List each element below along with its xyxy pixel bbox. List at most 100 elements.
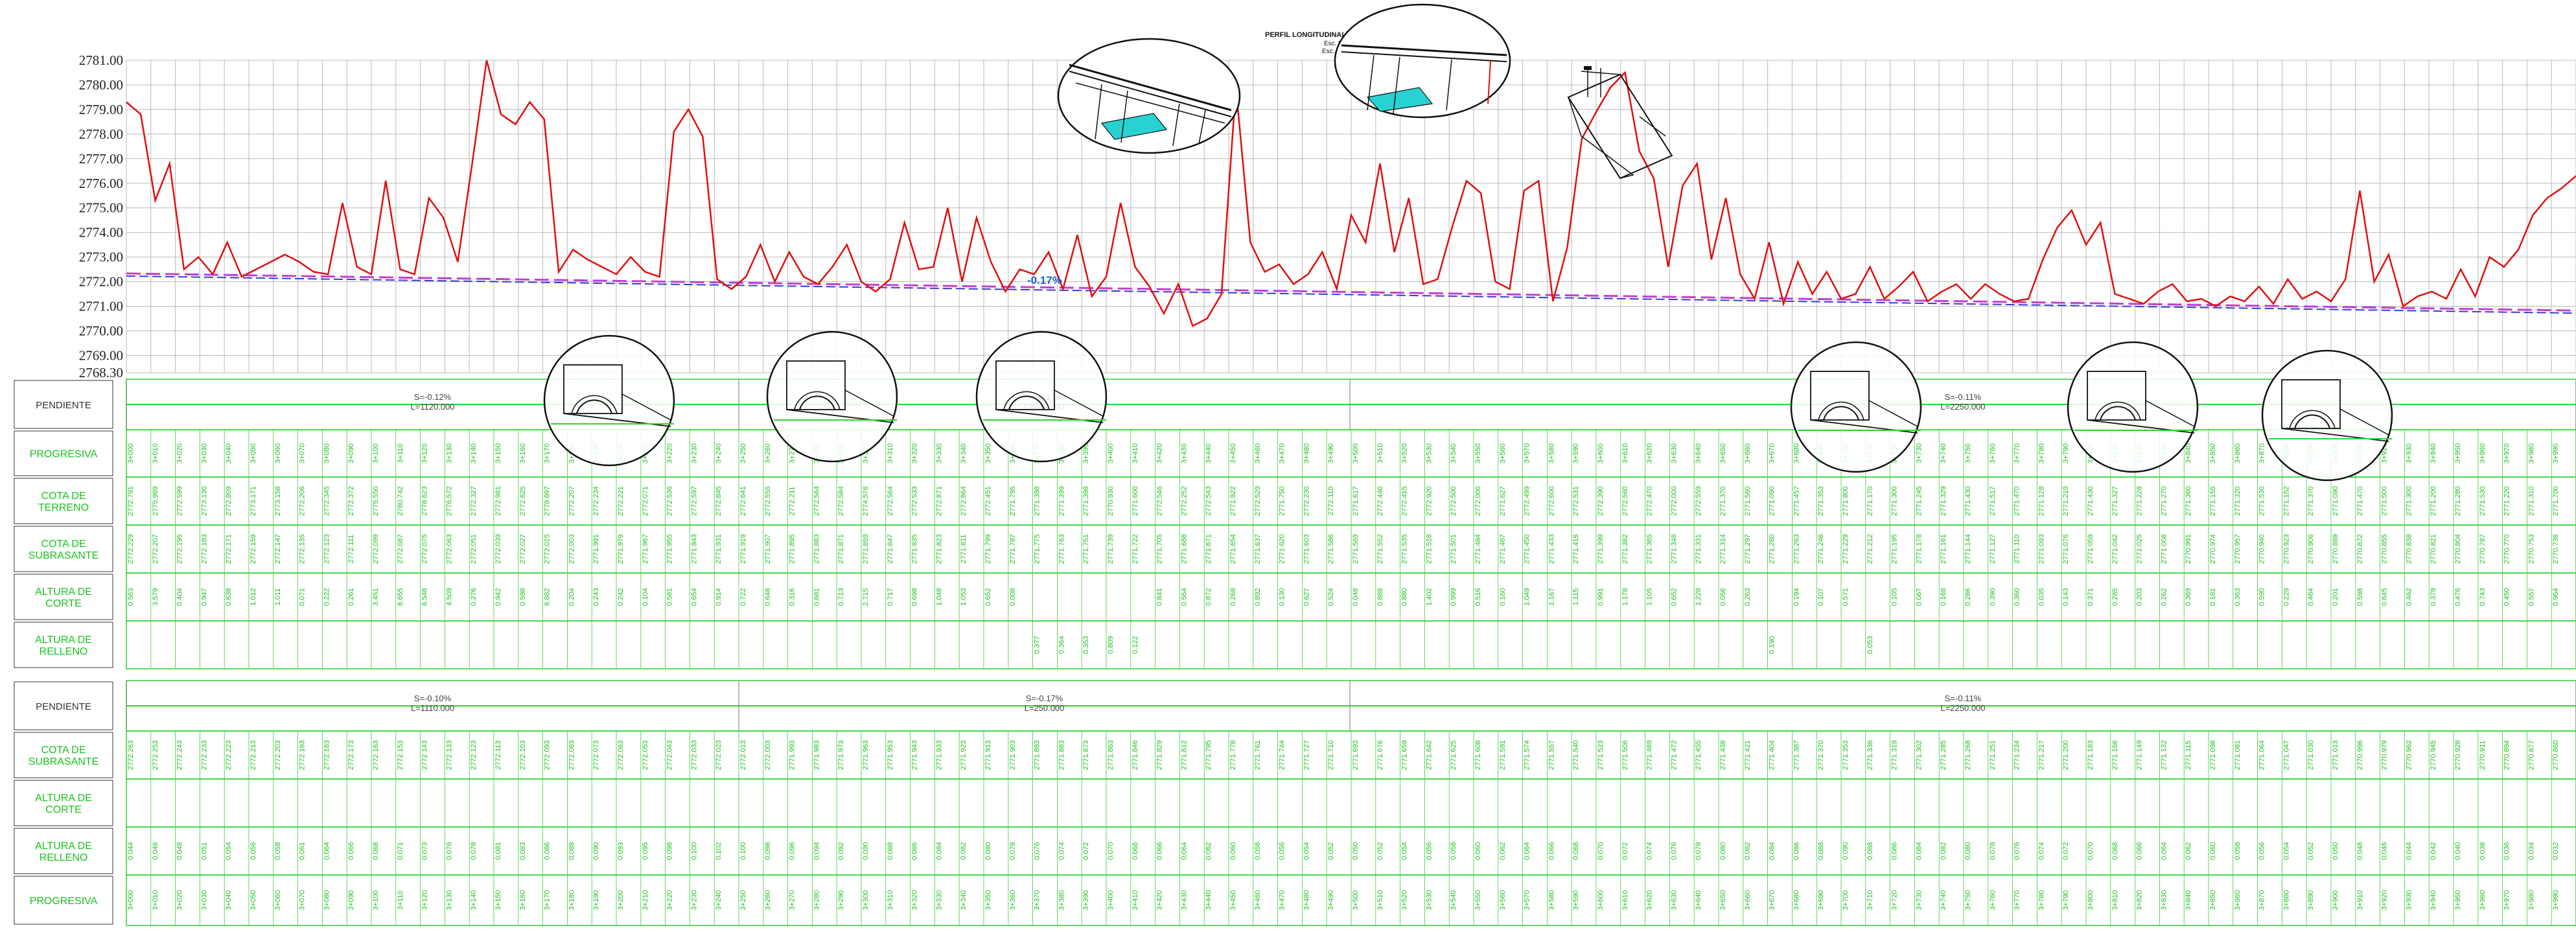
altura-relleno-b-value: 0.044 xyxy=(2405,842,2413,860)
progresiva-value: 3+620 xyxy=(1646,443,1654,463)
altura-relleno-b-value: 0.050 xyxy=(2332,842,2339,860)
cota-subrasante-value: 2770.855 xyxy=(2381,534,2389,564)
cota-subrasante-b-value: 2771.574 xyxy=(1524,740,1531,770)
cota-subrasante-b-value: 2772.083 xyxy=(568,740,575,770)
cota-terreno-value: 2772.533 xyxy=(911,486,919,516)
altura-relleno-b-value: 0.092 xyxy=(837,842,845,860)
cota-subrasante-b-value: 2772.063 xyxy=(617,740,625,770)
altura-relleno-value: 0.190 xyxy=(1769,636,1776,654)
cota-terreno-value: 2772.597 xyxy=(690,486,698,516)
cota-terreno-value: 2771.245 xyxy=(1915,486,1923,516)
altura-corte-value: 0.598 xyxy=(2356,588,2364,606)
cota-subrasante-value: 2772.229 xyxy=(127,534,135,564)
cota-subrasante-value: 2771.433 xyxy=(1548,534,1555,564)
cota-subrasante-value: 2771.110 xyxy=(2013,534,2021,563)
altura-corte-value: 0.892 xyxy=(1254,588,1262,606)
altura-relleno-b-value: 0.098 xyxy=(666,842,674,860)
cota-subrasante-value: 2771.348 xyxy=(1670,534,1678,564)
progresiva-label-box xyxy=(14,430,113,476)
cota-subrasante-value: 2772.075 xyxy=(421,534,429,564)
cota-subrasante-b-value: 2771.268 xyxy=(1964,740,1972,770)
altura-relleno-b-value: 0.052 xyxy=(1376,842,1384,860)
progresiva-b-value: 3+940 xyxy=(2430,891,2437,911)
cota-subrasante-value: 2772.099 xyxy=(372,534,380,564)
progresiva-b-value: 3+910 xyxy=(2356,891,2364,911)
progresiva-b-value: 3+810 xyxy=(2111,891,2119,911)
altura-corte-value: 0.717 xyxy=(887,588,894,606)
elevation-tick-label: 2781.00 xyxy=(79,52,123,68)
altura-corte-value: 0.276 xyxy=(470,588,478,606)
altura-corte-value: 0.363 xyxy=(2234,588,2242,606)
progresiva-b-value: 3+230 xyxy=(690,891,698,911)
cota-subrasante-b-value: 2772.213 xyxy=(249,740,257,770)
cota-subrasante-value: 2771.871 xyxy=(837,534,845,564)
progresiva-value: 3+530 xyxy=(1425,443,1433,463)
altura-relleno-b-value: 0.095 xyxy=(642,842,649,860)
cota-subrasante-b-value: 2771.591 xyxy=(1499,740,1507,770)
progresiva-value: 3+750 xyxy=(1964,443,1972,463)
cota-terreno-value: 2771.750 xyxy=(1279,486,1286,516)
cota-terreno-value: 2771.600 xyxy=(1131,486,1139,516)
cota-subrasante-b-value: 2771.812 xyxy=(1180,740,1188,770)
pendiente-bottom-length: L=2250.000 xyxy=(1940,703,1985,713)
altura-relleno-b-value: 0.090 xyxy=(592,842,600,860)
cota-terreno-value: 2775.550 xyxy=(372,486,380,516)
cota-terreno-value: 2772.536 xyxy=(666,486,674,516)
altura-corte-value: 1.011 xyxy=(274,588,282,606)
progresiva-b-value: 3+410 xyxy=(1131,891,1139,911)
cota-subrasante-b-value: 2772.043 xyxy=(666,740,674,770)
cota-subrasante-b-value: 2771.778 xyxy=(1229,740,1237,770)
altura-relleno-b-value: 0.073 xyxy=(421,842,429,860)
cota-subrasante-value: 2770.940 xyxy=(2258,534,2266,564)
progresiva-value: 3+080 xyxy=(323,443,331,463)
cota-terreno-value: 2771.370 xyxy=(1719,486,1727,516)
cota-subrasante-b-value: 2771.608 xyxy=(1474,740,1482,770)
progresiva-value: 3+430 xyxy=(1180,443,1188,463)
cota-terreno-value: 2772.415 xyxy=(1401,486,1409,516)
progresiva-b-value: 3+950 xyxy=(2454,891,2462,911)
structure-3d-sketch xyxy=(1567,66,1673,180)
altura-corte-value: 1.053 xyxy=(960,588,968,606)
progresiva-b-value: 3+050 xyxy=(249,891,257,911)
cota-subrasante-value: 2771.161 xyxy=(1940,534,1947,564)
altura-relleno-b-value: 0.046 xyxy=(152,842,159,860)
cota-subrasante-value: 2771.671 xyxy=(1205,534,1213,564)
altura-relleno-b-value: 0.078 xyxy=(1695,842,1702,860)
cota-subrasante-b-value: 2772.223 xyxy=(225,740,233,770)
progresiva-b-value: 3+100 xyxy=(372,891,380,911)
cota-terreno-value: 2772.546 xyxy=(1156,486,1164,516)
progresiva-b-value: 3+920 xyxy=(2381,891,2389,911)
cota-subrasante-value: 2770.957 xyxy=(2234,534,2242,564)
altura-relleno-b-value: 0.070 xyxy=(2087,842,2094,860)
progresiva-b-value: 3+360 xyxy=(1009,891,1017,911)
progresiva-b-value: 3+300 xyxy=(862,891,870,911)
progresiva-value: 3+010 xyxy=(152,443,159,463)
altura-corte-value: 0.379 xyxy=(2430,588,2437,606)
cota-subrasante-b-value: 2771.710 xyxy=(1327,740,1335,770)
culvert-detail-circle xyxy=(766,331,898,463)
cota-terreno-value: 2772.584 xyxy=(837,486,845,516)
progresiva-value: 3+410 xyxy=(1131,443,1139,463)
cota-terreno-value: 2771.922 xyxy=(1229,486,1237,516)
cota-subrasante-value: 2770.974 xyxy=(2209,534,2217,564)
cota-terreno-value: 2772.845 xyxy=(715,486,723,516)
pendiente-top-length: L=2250.000 xyxy=(1940,402,1985,412)
progresiva-b-value: 3+040 xyxy=(225,891,233,911)
culvert-detail-circle xyxy=(1790,341,1922,473)
altura-relleno-b-value: 0.064 xyxy=(2160,842,2168,860)
altura-corte-value: 0.242 xyxy=(617,588,625,606)
altura-corte-value: 0.652 xyxy=(984,588,992,606)
altura-corte-value: 3.579 xyxy=(152,588,159,606)
altura-corte-value: 0.371 xyxy=(2087,588,2094,606)
cota-terreno-value: 2772.252 xyxy=(1180,486,1188,516)
altura-relleno-b-value: 0.068 xyxy=(1572,842,1580,860)
cota-terreno-value: 2771.228 xyxy=(2136,486,2144,516)
pendiente-label: PENDIENTE xyxy=(36,701,91,712)
altura-corte-value: 0.991 xyxy=(1597,588,1605,606)
progresiva-b-value: 3+730 xyxy=(1915,891,1923,911)
progresiva-b-value: 3+430 xyxy=(1180,891,1188,911)
altura-corte-b-label: ALTURA DE xyxy=(35,793,92,804)
cota-subrasante-value: 2771.399 xyxy=(1597,534,1605,564)
altura-relleno-b-value: 0.062 xyxy=(1499,842,1507,860)
cota-terreno-value: 2771.627 xyxy=(1499,486,1507,516)
